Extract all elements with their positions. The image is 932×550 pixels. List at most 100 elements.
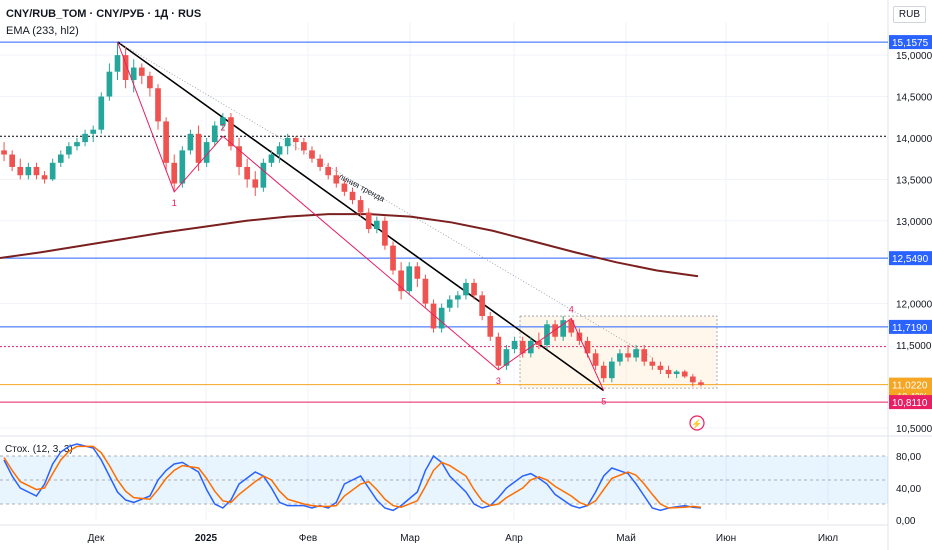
candle-body <box>292 137 299 143</box>
candle-body <box>560 320 567 337</box>
price-label: 15,1575 <box>892 38 929 49</box>
candle-body <box>422 278 429 304</box>
candle-body <box>122 55 129 80</box>
wave-label: 1 <box>172 198 177 208</box>
candle-body <box>155 88 161 122</box>
candle-body <box>82 133 88 143</box>
price-tick-label: 15,0000 <box>896 51 932 62</box>
wave-label: 2 <box>220 122 225 132</box>
candle-body <box>390 245 396 271</box>
candle-body <box>681 371 688 377</box>
candle-body <box>479 295 485 317</box>
candle-body <box>495 336 502 366</box>
candle-body <box>236 146 242 167</box>
candle-body <box>66 146 72 155</box>
stoch-tick-label: 0,00 <box>896 516 916 527</box>
candle-body <box>325 166 332 176</box>
candle-body <box>698 382 704 385</box>
candle-body <box>138 67 145 76</box>
candle-body <box>98 96 105 130</box>
alert-icon <box>689 415 705 431</box>
wave-label: 5 <box>601 397 606 407</box>
candle-body <box>220 117 226 126</box>
ema-legend: EMA (233, hl2) <box>6 25 79 37</box>
candle-body <box>641 349 648 362</box>
candle-body <box>41 175 48 180</box>
candle-body <box>203 142 210 163</box>
candle-body <box>503 349 510 366</box>
candle-body <box>1 150 7 155</box>
price-tick-label: 13,0000 <box>896 217 932 228</box>
candle-body <box>438 307 445 329</box>
time-tick-label: Дек <box>88 533 105 544</box>
candle-body <box>365 212 372 230</box>
price-label-bg <box>889 319 932 334</box>
candle-body <box>373 220 380 230</box>
candle-body <box>163 121 169 163</box>
candle-body <box>446 299 453 308</box>
time-tick-label: 2025 <box>195 533 218 544</box>
candle-body <box>536 340 542 346</box>
candle-body <box>592 353 599 366</box>
candle-body <box>228 117 234 147</box>
candle-body <box>309 150 315 159</box>
stochastic-legend: Стох. (12, 3, 3) <box>5 444 73 455</box>
wave-label: 4 <box>569 305 574 315</box>
candle-body <box>268 154 275 163</box>
candle-body <box>455 295 461 300</box>
candle-body <box>195 133 202 163</box>
time-tick-label: Апр <box>505 533 523 544</box>
stoch-tick-label: 80,00 <box>896 452 921 463</box>
candle-body <box>17 166 24 176</box>
candle-body <box>130 67 137 80</box>
price-label-bg <box>889 251 932 266</box>
time-tick-label: Май <box>616 533 636 544</box>
alert-icon-glyph: ⚡ <box>691 418 702 430</box>
price-tick-label: 14,0000 <box>896 134 932 145</box>
candle-body <box>317 158 323 167</box>
candle-body <box>147 75 153 89</box>
candle-body <box>57 154 64 163</box>
candle-body <box>471 282 477 296</box>
candle-body <box>74 142 80 147</box>
price-tick-label: 11,5000 <box>896 341 932 352</box>
stoch-tick-label: 40,00 <box>896 484 921 495</box>
candle-body <box>487 316 494 337</box>
candle-body <box>544 324 550 346</box>
price-label-bg <box>889 395 932 410</box>
price-label-bg <box>889 35 932 50</box>
candle-body <box>519 340 526 354</box>
candle-body <box>463 282 469 296</box>
candle-body <box>633 349 639 358</box>
candle-body <box>349 191 356 201</box>
symbol-title: CNY/RUB_TOM · CNY/РУБ · 1Д · RUS <box>6 8 202 20</box>
candle-body <box>673 371 680 375</box>
candle-body <box>179 150 186 184</box>
price-label: 11,0220 <box>892 381 928 392</box>
time-tick-label: Мар <box>400 533 420 544</box>
candle-body <box>33 166 40 176</box>
candle-body <box>382 220 388 246</box>
stoch-series-d <box>3 445 702 509</box>
candle-body <box>341 183 348 192</box>
candle-body <box>511 340 518 350</box>
candle-body <box>171 162 178 184</box>
candle-body <box>657 365 664 370</box>
time-tick-label: Июл <box>818 533 838 544</box>
candle-body <box>584 340 591 354</box>
price-tick-label: 12,0000 <box>896 300 932 311</box>
time-tick-label: Июн <box>716 533 736 544</box>
candle-body <box>244 166 250 180</box>
candle-body <box>406 266 413 292</box>
candle-body <box>49 162 56 180</box>
candle-body <box>690 376 696 383</box>
elliott-wave <box>117 41 605 391</box>
candle-body <box>9 154 15 167</box>
currency-selector[interactable]: RUB <box>892 6 926 23</box>
candle-body <box>617 353 623 362</box>
candle-body <box>625 353 631 358</box>
candle-body <box>187 133 194 151</box>
candle-body <box>649 361 656 366</box>
candle-body <box>414 266 421 279</box>
